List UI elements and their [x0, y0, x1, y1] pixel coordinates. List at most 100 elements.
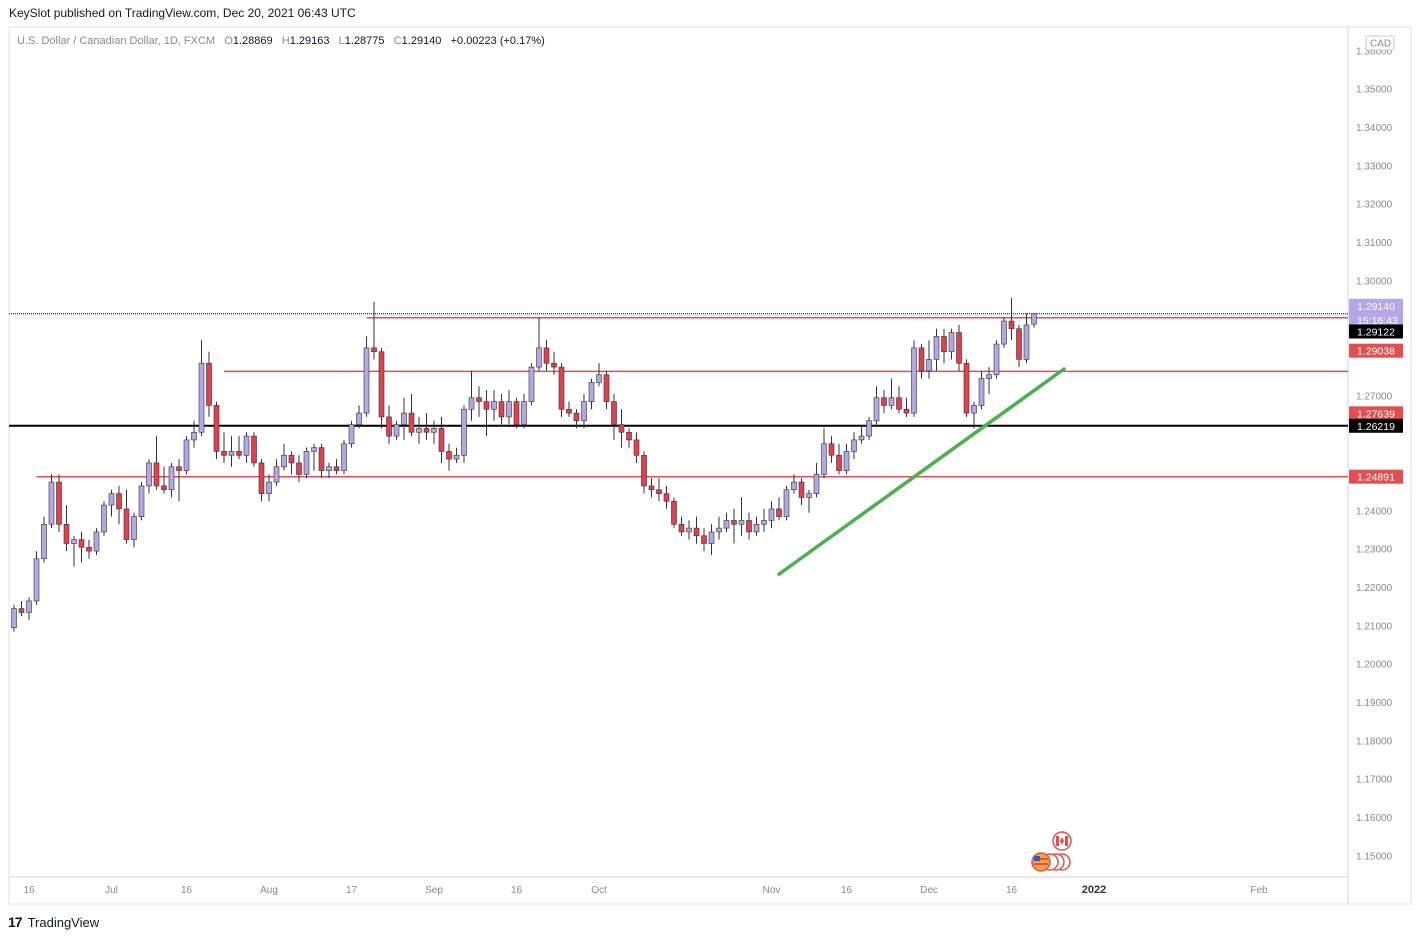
y-tick-label: 1.27000	[1356, 391, 1393, 402]
candle-body	[903, 408, 910, 414]
price-tag-label: 1.29038	[1357, 346, 1395, 358]
candle	[416, 416, 422, 444]
candle-body	[206, 362, 212, 406]
candle-body	[78, 539, 85, 548]
candle	[821, 428, 827, 479]
candle-body	[558, 366, 565, 410]
candle-body	[401, 412, 407, 425]
candle	[326, 462, 332, 479]
candle	[851, 432, 857, 460]
candle	[656, 478, 662, 502]
x-tick-label: Aug	[260, 885, 278, 896]
symbol-legend: U.S. Dollar / Canadian Dollar, 1D, FXCM …	[17, 35, 545, 47]
candle	[746, 512, 752, 540]
publisher-text: KeySlot published on TradingView.com, De…	[9, 6, 356, 20]
candle	[738, 497, 745, 536]
x-tick-label: 16	[181, 885, 193, 896]
candle	[588, 378, 595, 410]
close-label: C	[393, 35, 402, 47]
y-tick-label: 1.34000	[1356, 123, 1393, 134]
y-tick-label: 1.16000	[1356, 813, 1393, 824]
candle	[386, 405, 392, 444]
footer-branding[interactable]: 17 TradingView	[8, 912, 99, 932]
candle-body	[311, 447, 317, 452]
candle-body	[971, 405, 977, 414]
price-axis[interactable]: 1.36000 1.35000 1.34000 1.33000 1.32000 1.310…	[1356, 35, 1395, 862]
candle	[948, 328, 955, 360]
candle-body	[446, 451, 452, 460]
candle	[461, 405, 467, 463]
candle	[213, 401, 220, 460]
candle-body	[993, 343, 1000, 376]
canada-flag-icon[interactable]	[1052, 831, 1072, 851]
y-tick-label: 1.31000	[1356, 238, 1393, 249]
candle	[641, 451, 647, 494]
candle	[933, 328, 940, 371]
time-axis[interactable]: 16 Jul 16 Aug 17 Sep 16 Oct Nov 16 Dec 16 2022 Feb	[23, 884, 1268, 896]
candle	[978, 370, 985, 410]
currency-badge	[1365, 35, 1395, 51]
candle-body	[656, 489, 662, 494]
candle-body	[131, 516, 137, 540]
candle-body	[521, 401, 527, 425]
candle-body	[618, 424, 625, 433]
candle	[228, 436, 235, 467]
candle-body	[851, 439, 857, 452]
candle	[71, 535, 77, 567]
candle-body	[56, 481, 62, 525]
candle	[678, 516, 685, 536]
candle	[491, 390, 497, 421]
candle	[776, 497, 782, 521]
candle-body	[828, 443, 835, 456]
y-tick-label: 1.24000	[1356, 506, 1393, 517]
candle-body	[731, 520, 737, 525]
candle	[753, 516, 760, 536]
candle-body	[93, 531, 100, 552]
candle-body	[746, 520, 752, 533]
y-tick-label: 1.22000	[1356, 583, 1393, 594]
candle-body	[18, 608, 25, 613]
candle-body	[641, 454, 647, 487]
candle	[176, 459, 182, 502]
candle	[123, 489, 130, 544]
y-tick-label: 1.23000	[1356, 545, 1393, 556]
candle	[138, 482, 145, 521]
candle-body	[798, 481, 805, 498]
us-flag-icon[interactable]	[1031, 852, 1071, 872]
candle	[693, 516, 700, 544]
candle-body	[476, 397, 482, 402]
candle-body	[378, 351, 385, 418]
price-tag-bg	[1349, 406, 1403, 421]
candle	[798, 478, 805, 506]
candle	[198, 340, 205, 437]
candle-body	[1016, 328, 1022, 360]
candle	[986, 367, 992, 394]
candle-body	[911, 347, 917, 414]
candle	[858, 424, 865, 444]
candle	[971, 401, 977, 429]
candle-body	[603, 374, 610, 402]
candle-body	[566, 408, 572, 414]
candle-body	[701, 535, 707, 544]
candle-body	[528, 366, 535, 402]
candle-body	[986, 374, 992, 379]
candle-body	[836, 454, 842, 471]
low-value: 1.28775	[344, 35, 385, 47]
candle	[626, 428, 632, 448]
candle	[963, 359, 970, 417]
price-tag-label: 1.29122	[1357, 326, 1395, 338]
y-tick-label: 1.20000	[1356, 660, 1393, 671]
candle	[281, 443, 287, 471]
candle	[33, 551, 40, 605]
event-flags[interactable]	[1031, 831, 1072, 872]
candle	[266, 474, 272, 502]
candle-body	[791, 481, 797, 491]
candle	[153, 436, 160, 490]
price-tag-label: 1.24891	[1357, 472, 1395, 484]
candle-body	[138, 485, 145, 517]
candle	[63, 505, 70, 552]
candle-body	[176, 466, 182, 471]
candle	[761, 508, 767, 532]
candle	[956, 324, 962, 371]
